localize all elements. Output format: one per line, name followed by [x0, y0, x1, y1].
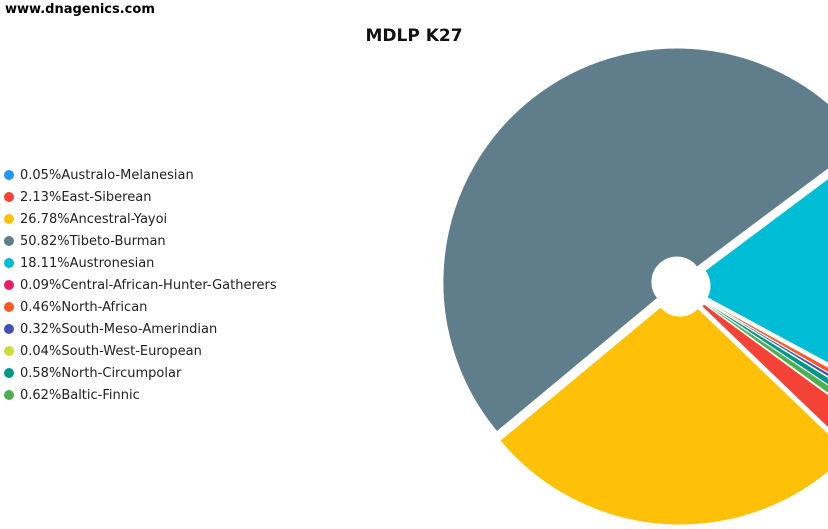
legend-value: 0.32%	[20, 321, 62, 337]
pie-slice[interactable]	[701, 303, 828, 451]
legend-value: 0.62%	[20, 387, 62, 403]
pie-slice[interactable]	[704, 145, 828, 396]
legend-label: Ancestral-Yayoi	[69, 211, 168, 227]
legend-swatch	[4, 280, 14, 290]
pie-slice[interactable]	[499, 306, 828, 526]
legend-swatch	[4, 346, 14, 356]
legend-swatch	[4, 302, 14, 312]
legend-item[interactable]: 0.09% Central-African-Hunter-Gatherers	[4, 274, 277, 296]
legend-value: 2.13%	[20, 189, 62, 205]
legend-item[interactable]: 0.05% Australo-Melanesian	[4, 164, 277, 186]
site-watermark: www.dnagenics.com	[5, 2, 155, 17]
legend-label: East-Siberean	[61, 189, 152, 205]
legend-item[interactable]: 0.46% North-African	[4, 296, 277, 318]
legend-value: 0.05%	[20, 167, 62, 183]
legend-swatch	[4, 258, 14, 268]
pie-center-hole	[655, 261, 705, 311]
legend-value: 0.58%	[20, 365, 62, 381]
legend-swatch	[4, 192, 14, 202]
chart-title: MDLP K27	[365, 26, 463, 46]
legend-item[interactable]: 50.82% Tibeto-Burman	[4, 230, 277, 252]
legend-item[interactable]: 18.11% Austronesian	[4, 252, 277, 274]
legend-label: Baltic-Finnic	[61, 387, 140, 403]
legend-value: 50.82%	[20, 233, 70, 249]
legend-value: 0.04%	[20, 343, 62, 359]
legend-label: Central-African-Hunter-Gatherers	[61, 277, 277, 293]
legend-value: 0.46%	[20, 299, 62, 315]
legend-label: Tibeto-Burman	[69, 233, 166, 249]
legend-item[interactable]: 0.04% South-West-European	[4, 340, 277, 362]
legend-label: Australo-Melanesian	[61, 167, 194, 183]
legend-item[interactable]: 2.13% East-Siberean	[4, 186, 277, 208]
legend-swatch	[4, 390, 14, 400]
legend-label: North-Circumpolar	[61, 365, 182, 381]
legend-item[interactable]: 0.62% Baltic-Finnic	[4, 384, 277, 406]
legend-item[interactable]: 26.78% Ancestral-Yayoi	[4, 208, 277, 230]
pie-slice[interactable]	[703, 302, 828, 427]
legend-value: 26.78%	[20, 211, 70, 227]
legend-value: 0.09%	[20, 277, 62, 293]
legend-swatch	[4, 214, 14, 224]
legend-label: North-African	[61, 299, 148, 315]
legend-swatch	[4, 170, 14, 180]
legend-swatch	[4, 368, 14, 378]
legend-item[interactable]: 0.58% North-Circumpolar	[4, 362, 277, 384]
legend-item[interactable]: 0.32% South-Meso-Amerindian	[4, 318, 277, 340]
legend-label: South-Meso-Amerindian	[61, 321, 218, 337]
legend-label: Austronesian	[69, 255, 155, 271]
legend-value: 18.11%	[20, 255, 70, 271]
legend-swatch	[4, 324, 14, 334]
chart-legend: 0.05% Australo-Melanesian 2.13% East-Sibe…	[4, 164, 277, 406]
legend-swatch	[4, 236, 14, 246]
legend-label: South-West-European	[61, 343, 202, 359]
pie-slice[interactable]	[442, 47, 828, 433]
